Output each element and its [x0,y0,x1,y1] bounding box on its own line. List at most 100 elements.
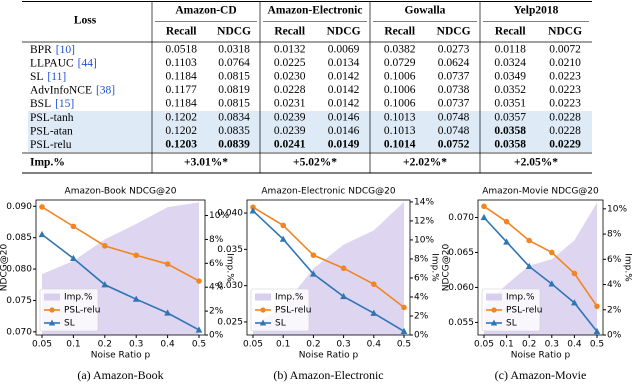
metric-cell: 0.1006 [384,84,416,96]
series-line [483,216,598,332]
y2-tick-label: 14% [414,197,434,207]
x-tick-label: 0.1 [499,340,513,350]
point-marker [310,270,317,277]
x-tick-label: 0.5 [192,340,206,350]
plot-frame [246,199,411,336]
x-tick-label: 0.3 [129,340,143,350]
point-marker [132,295,140,302]
loss-name: BPR [10] [30,44,75,56]
x-tick-label: 0.5 [397,340,411,350]
series-line [41,206,200,282]
improvement-value: +2.05%* [514,157,558,169]
metric-cell: 0.0737 [438,98,470,110]
metric-cell: 0.0149 [328,139,360,151]
metric-cell: 0.0815 [218,98,250,110]
point-marker [196,278,202,284]
metric-cell: 0.0118 [495,44,526,56]
point-marker [371,281,377,287]
x-tick-label: 0.2 [522,340,536,350]
point-marker [571,270,578,277]
improvement-value: +3.01%* [184,157,228,169]
legend-label: SL [506,319,517,329]
header-dataset: Amazon-Electronic [268,5,363,17]
legend-marker [259,319,267,326]
citation[interactable]: [15] [55,98,74,110]
legend-label: SL [64,319,75,329]
metric-cell: 0.1006 [384,98,416,110]
x-tick-label: 0.2 [98,340,112,350]
metric-cell: 0.0358 [494,125,526,137]
metric-cell: 0.0072 [549,44,581,56]
x-tick-label: 0.3 [336,340,350,350]
point-marker [526,237,532,244]
metric-cell: 0.0324 [494,57,526,69]
point-marker [340,265,347,272]
loss-label: PSL-relu [30,139,72,151]
loss-name: BSL [15] [30,98,74,110]
metric-cell: 0.1013 [384,125,416,137]
metric-cell: 0.1184 [166,71,197,83]
improvement-value: +2.02%* [403,157,447,169]
y2-axis-label: Imp.% [430,253,440,282]
legend-label: PSL-relu [275,306,312,316]
point-marker [164,261,171,267]
legend-label: PSL-relu [64,306,101,316]
x-tick-label: 0.4 [160,340,175,350]
point-marker [164,309,171,316]
metric-cell: 0.1202 [165,125,197,137]
metric-cell: 0.0748 [438,112,470,124]
legend-label: PSL-relu [506,306,543,316]
metric-cell: 0.0834 [218,112,250,124]
metric-cell: 0.0225 [274,57,306,69]
metric-cell: 0.0737 [438,71,470,83]
y-tick-label: 0.040 [217,209,243,219]
x-tick-label: 0.05 [474,340,494,350]
header-metric: Recall [166,26,197,38]
y-axis-label: NDCG@20 [0,244,10,292]
point-marker [593,327,601,335]
y2-tick-label: 6% [414,273,429,283]
header-metric: NDCG [327,26,361,38]
legend-label: SL [275,319,286,329]
metric-cell: 0.0835 [218,125,250,137]
citation[interactable]: [44] [78,57,97,69]
loss-label: SL [30,71,43,83]
point-marker [280,222,287,229]
point-marker [250,204,256,211]
legend-marker [48,319,56,326]
x-tick-label: 0.1 [276,340,290,350]
metric-cell: 0.0748 [438,125,470,137]
y2-tick-label: 8% [209,235,224,245]
chart: Amazon-Movie NDCG@20 0.055 0.060 0.065 0.070… [442,187,633,361]
point-marker [38,230,46,238]
x-axis-label: Noise Ratio p [299,351,359,361]
metric-cell: 0.0764 [218,57,250,69]
metric-cell: 0.0210 [549,57,581,69]
metric-cell: 0.1013 [384,112,416,124]
header-dataset: Gowalla [405,5,446,17]
metric-cell: 0.0142 [328,98,360,110]
y2-tick-label: 12% [414,216,434,226]
y2-tick-label: 8% [607,230,622,240]
loss-name: AdvInfoNCE [38] [30,84,115,96]
metric-cell: 0.0228 [549,125,581,137]
legend-swatch [44,293,60,301]
legend-label: Imp.% [506,293,535,303]
citation[interactable]: [10] [56,44,75,56]
loss-label: PSL-atan [30,125,73,137]
point-marker [195,326,203,333]
y2-tick-label: 6% [607,255,622,265]
citation[interactable]: [38] [96,84,115,96]
loss-label: BPR [30,44,52,56]
loss-name: PSL-relu [30,139,72,151]
legend-label: Imp.% [275,293,304,303]
citation[interactable]: [11] [47,71,66,83]
point-marker [548,280,556,287]
y2-tick-label: 2% [209,307,224,317]
y-tick-label: 0.035 [217,245,243,255]
legend: Imp.% PSL-relu SL [39,288,101,332]
metric-cell: 0.0132 [274,44,306,56]
plot-frame [477,199,604,336]
loss-name: PSL-tanh [30,112,74,124]
